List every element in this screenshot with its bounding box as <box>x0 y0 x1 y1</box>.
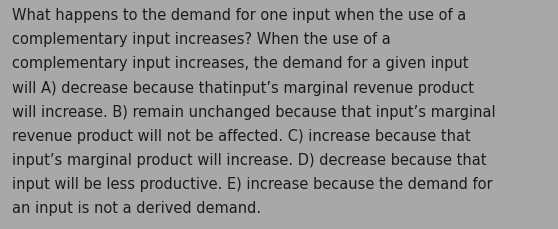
Text: an input is not a derived demand.: an input is not a derived demand. <box>12 200 261 215</box>
Text: will A) decrease because thatinput’s marginal revenue product: will A) decrease because thatinput’s mar… <box>12 80 474 95</box>
Text: revenue product will not be affected. C) increase because that: revenue product will not be affected. C)… <box>12 128 471 143</box>
Text: will increase. B) remain unchanged because that input’s marginal: will increase. B) remain unchanged becau… <box>12 104 496 119</box>
Text: input will be less productive. E) increase because the demand for: input will be less productive. E) increa… <box>12 176 493 191</box>
Text: What happens to the demand for one input when the use of a: What happens to the demand for one input… <box>12 8 466 23</box>
Text: input’s marginal product will increase. D) decrease because that: input’s marginal product will increase. … <box>12 152 487 167</box>
Text: complementary input increases​? When the use of a: complementary input increases​? When the… <box>12 32 391 47</box>
Text: complementary input increases​, the demand for a given input: complementary input increases​, the dema… <box>12 56 469 71</box>
